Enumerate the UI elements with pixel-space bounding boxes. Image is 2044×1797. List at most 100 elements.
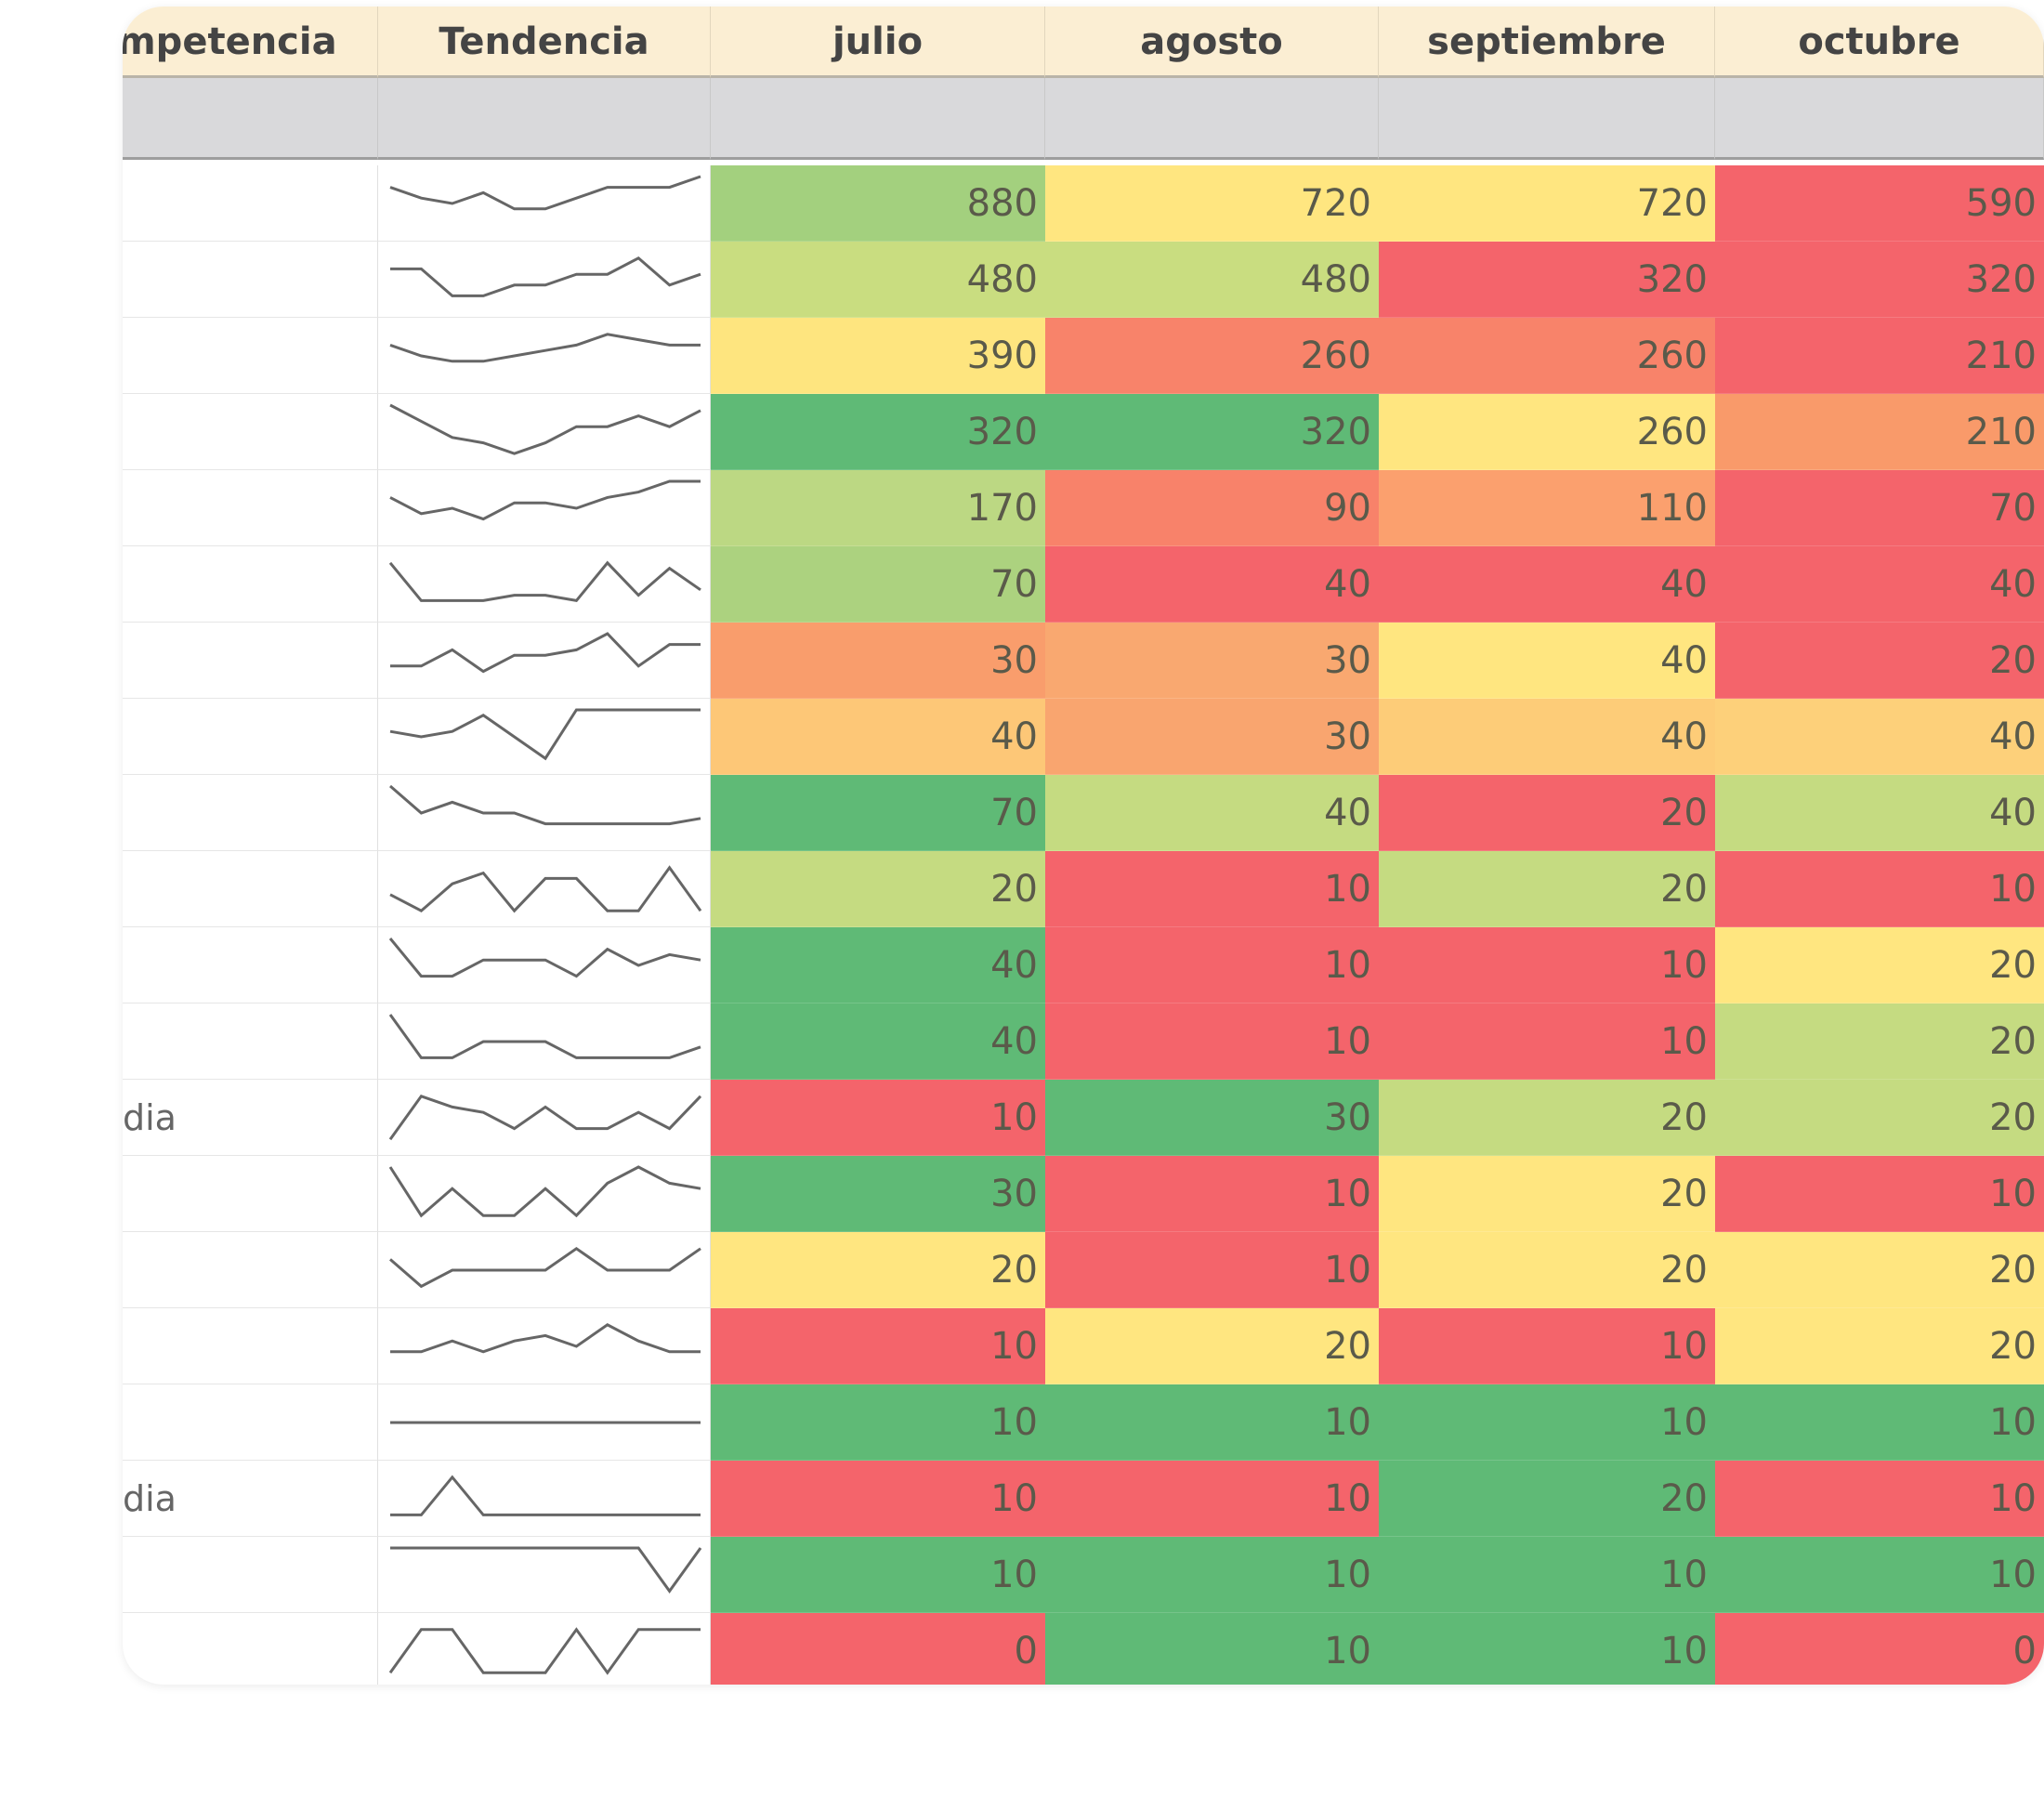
- value-cell[interactable]: 30: [1045, 1080, 1379, 1156]
- value-cell[interactable]: 10: [1045, 1613, 1379, 1685]
- value-cell[interactable]: 10: [1045, 1003, 1379, 1080]
- sparkline-cell: [378, 927, 711, 1003]
- row-label: [123, 851, 378, 927]
- value-cell[interactable]: 260: [1379, 394, 1715, 470]
- value-cell[interactable]: 30: [1045, 699, 1379, 775]
- value-cell[interactable]: 40: [711, 927, 1045, 1003]
- value-cell[interactable]: 210: [1715, 318, 2044, 394]
- value-cell[interactable]: 320: [1715, 242, 2044, 318]
- row-label: [123, 1537, 378, 1613]
- value-cell[interactable]: 20: [1715, 1232, 2044, 1308]
- value-cell[interactable]: 20: [1379, 1461, 1715, 1537]
- value-cell[interactable]: 10: [1045, 1232, 1379, 1308]
- value-cell[interactable]: 40: [1715, 546, 2044, 623]
- value-cell[interactable]: 10: [1715, 1537, 2044, 1613]
- value-cell[interactable]: 40: [1379, 623, 1715, 699]
- value-cell[interactable]: 40: [1379, 699, 1715, 775]
- sparkline: [388, 1014, 701, 1059]
- value-cell[interactable]: 0: [711, 1613, 1045, 1685]
- value-cell[interactable]: 20: [1379, 851, 1715, 927]
- sparkline-cell: [378, 394, 711, 470]
- value-cell[interactable]: 10: [711, 1384, 1045, 1461]
- sparkline-cell: [378, 623, 711, 699]
- value-cell[interactable]: 110: [1379, 470, 1715, 546]
- value-cell[interactable]: 10: [1379, 1308, 1715, 1384]
- value-cell[interactable]: 390: [711, 318, 1045, 394]
- value-cell[interactable]: 10: [711, 1080, 1045, 1156]
- sparkline-cell: [378, 1613, 711, 1685]
- value-cell[interactable]: 10: [1045, 1537, 1379, 1613]
- value-cell[interactable]: 880: [711, 165, 1045, 242]
- value-cell[interactable]: 40: [1045, 775, 1379, 851]
- value-cell[interactable]: 10: [1045, 851, 1379, 927]
- value-cell[interactable]: 40: [1045, 546, 1379, 623]
- value-cell[interactable]: 40: [1379, 546, 1715, 623]
- value-cell[interactable]: 30: [711, 623, 1045, 699]
- value-cell[interactable]: 70: [711, 775, 1045, 851]
- value-cell[interactable]: 10: [711, 1308, 1045, 1384]
- value-cell[interactable]: 10: [1045, 1384, 1379, 1461]
- value-cell[interactable]: 590: [1715, 165, 2044, 242]
- column-header[interactable]: septiembre: [1379, 7, 1715, 78]
- value-cell[interactable]: 20: [1715, 1003, 2044, 1080]
- value-cell[interactable]: 20: [1379, 1080, 1715, 1156]
- value-cell[interactable]: 720: [1379, 165, 1715, 242]
- value-cell[interactable]: 480: [1045, 242, 1379, 318]
- filter-row-cell: [1379, 78, 1715, 160]
- value-cell[interactable]: 20: [1045, 1308, 1379, 1384]
- value-cell[interactable]: 260: [1045, 318, 1379, 394]
- value-cell[interactable]: 40: [711, 1003, 1045, 1080]
- value-cell[interactable]: 40: [1715, 775, 2044, 851]
- value-cell[interactable]: 10: [1045, 927, 1379, 1003]
- value-cell[interactable]: 10: [1379, 1384, 1715, 1461]
- value-cell[interactable]: 40: [711, 699, 1045, 775]
- value-cell[interactable]: 10: [1715, 1156, 2044, 1232]
- value-cell[interactable]: 90: [1045, 470, 1379, 546]
- value-cell[interactable]: 10: [1045, 1156, 1379, 1232]
- sparkline: [390, 1546, 702, 1594]
- value-cell[interactable]: 720: [1045, 165, 1379, 242]
- value-cell[interactable]: 30: [711, 1156, 1045, 1232]
- value-cell[interactable]: 170: [711, 470, 1045, 546]
- value-cell[interactable]: 10: [1715, 1461, 2044, 1537]
- value-cell[interactable]: 10: [1379, 1003, 1715, 1080]
- value-cell[interactable]: 10: [1715, 1384, 2044, 1461]
- value-cell[interactable]: 210: [1715, 394, 2044, 470]
- value-cell[interactable]: 10: [711, 1537, 1045, 1613]
- value-cell[interactable]: 10: [1045, 1461, 1379, 1537]
- row-label: [123, 242, 378, 318]
- value-cell[interactable]: 260: [1379, 318, 1715, 394]
- column-header[interactable]: julio: [711, 7, 1045, 78]
- value-cell[interactable]: 10: [1715, 851, 2044, 927]
- value-cell[interactable]: 70: [1715, 470, 2044, 546]
- value-cell[interactable]: 20: [711, 851, 1045, 927]
- value-cell[interactable]: 40: [1715, 699, 2044, 775]
- sparkline-cell: [378, 318, 711, 394]
- value-cell[interactable]: 10: [711, 1461, 1045, 1537]
- value-cell[interactable]: 20: [1715, 1308, 2044, 1384]
- value-cell[interactable]: 20: [1715, 623, 2044, 699]
- value-cell[interactable]: 70: [711, 546, 1045, 623]
- value-cell[interactable]: 320: [711, 394, 1045, 470]
- column-header[interactable]: mpetencia: [123, 7, 378, 78]
- column-header[interactable]: agosto: [1045, 7, 1379, 78]
- column-header[interactable]: Tendencia: [378, 7, 711, 78]
- value-cell[interactable]: 20: [1715, 1080, 2044, 1156]
- value-cell[interactable]: 0: [1715, 1613, 2044, 1685]
- value-cell[interactable]: 10: [1379, 927, 1715, 1003]
- filter-row-cell: [711, 78, 1045, 160]
- value-cell[interactable]: 30: [1045, 623, 1379, 699]
- sparkline: [389, 403, 701, 455]
- value-cell[interactable]: 20: [1379, 1232, 1715, 1308]
- value-cell[interactable]: 320: [1045, 394, 1379, 470]
- value-cell[interactable]: 20: [1715, 927, 2044, 1003]
- value-cell[interactable]: 20: [1379, 775, 1715, 851]
- value-cell[interactable]: 480: [711, 242, 1045, 318]
- value-cell[interactable]: 320: [1379, 242, 1715, 318]
- value-cell[interactable]: 10: [1379, 1613, 1715, 1685]
- value-cell[interactable]: 20: [1379, 1156, 1715, 1232]
- value-cell[interactable]: 20: [711, 1232, 1045, 1308]
- column-header[interactable]: octubre: [1715, 7, 2044, 78]
- value-cell[interactable]: 10: [1379, 1537, 1715, 1613]
- row-label: [123, 1156, 378, 1232]
